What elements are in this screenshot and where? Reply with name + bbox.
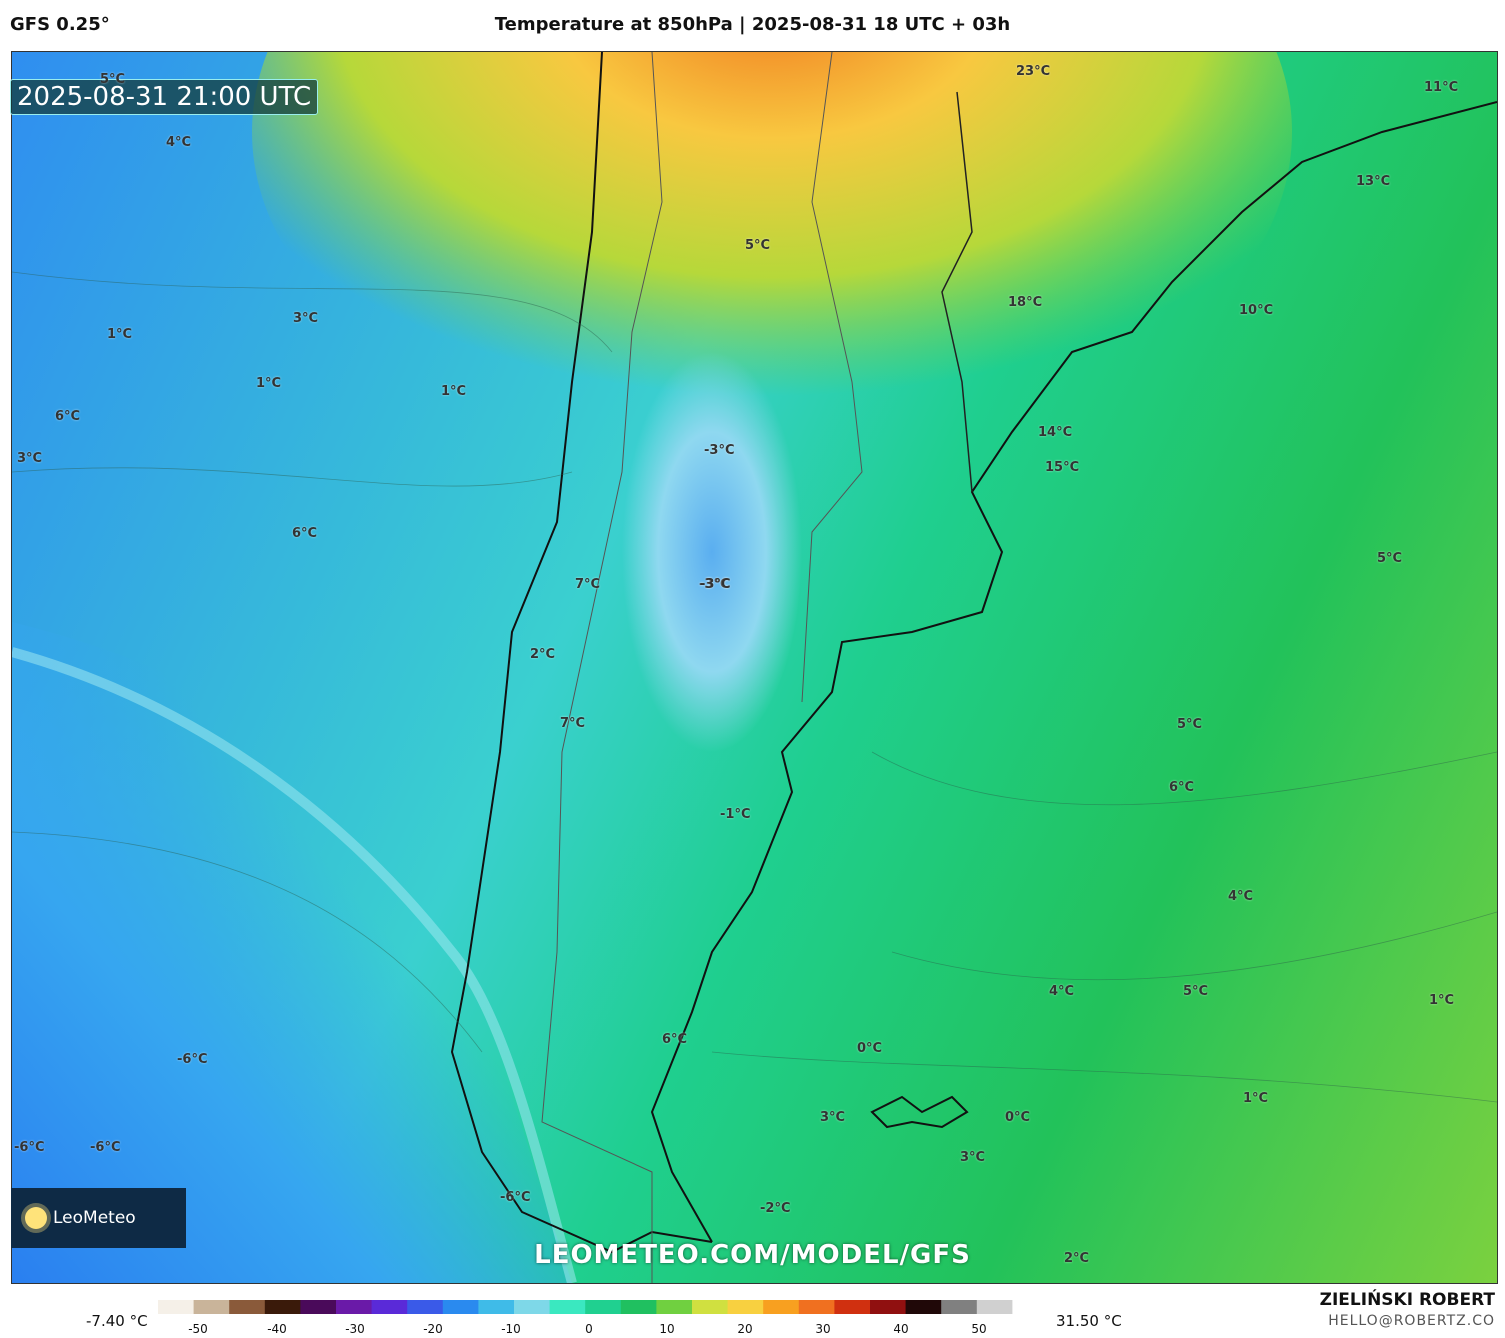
colorbar-segment [692,1300,729,1314]
temperature-label: -1°C [720,807,751,822]
temperature-label: 1°C [1429,993,1455,1008]
temperature-map[interactable] [11,51,1498,1284]
temperature-label: 18°C [1008,295,1043,310]
temperature-label: 6°C [1169,780,1195,795]
colorbar-segment [941,1300,978,1314]
temperature-label: 1°C [441,384,467,399]
colorbar-segment [442,1300,479,1314]
leometeo-logo[interactable]: LeoMeteo [11,1188,186,1248]
temperature-label: 5°C [1377,551,1403,566]
temperature-label: -6°C [14,1140,45,1155]
temperature-label: 0°C [857,1041,883,1056]
colorbar-segment [158,1300,195,1314]
colorbar-segment [336,1300,373,1314]
sun-icon [25,1207,47,1229]
temperature-label: 7°C [560,716,586,731]
colorbar-tick: 50 [971,1322,987,1336]
temperature-label: 1°C [256,376,282,391]
temperature-label: 13°C [1356,174,1391,189]
temperature-label: 23°C [1016,64,1051,79]
temperature-label: 1°C [1243,1091,1269,1106]
colorbar-tick: 0 [585,1322,593,1336]
coastline [450,52,1497,1254]
colorbar-segment [763,1300,800,1314]
temperature-label: -2°C [760,1201,791,1216]
colorbar-tick: 30 [815,1322,831,1336]
map-title: Temperature at 850hPa | 2025-08-31 18 UT… [494,14,1011,35]
temperature-label: 2°C [530,647,556,662]
colorbar-tick: -40 [267,1322,287,1336]
temperature-label: 3°C [293,311,319,326]
colorbar-tick: -30 [345,1322,365,1336]
temperature-label: -3°C [704,443,735,458]
colorbar-segment [834,1300,871,1314]
watermark-url: LEOMETEO.COM/MODEL/GFS [534,1240,971,1270]
colorbar-segment [300,1300,337,1314]
colorbar-segment [976,1300,1013,1314]
temperature-label: -6°C [90,1140,121,1155]
temperature-label: 4°C [1049,984,1075,999]
author-email: HELLO@ROBERTZ.CO [1328,1313,1495,1329]
logo-text: LeoMeteo [53,1208,136,1228]
colorbar-ticks: -50 -40 -30 -20 -10 0 10 20 30 40 50 [0,1322,1505,1338]
temperature-label: 3°C [960,1150,986,1165]
author-name: ZIELIŃSKI ROBERT [1319,1290,1495,1310]
temperature-label: 6°C [662,1032,688,1047]
temperature-label: 3°C [17,451,43,466]
colorbar-segment [229,1300,266,1314]
valid-time-badge: 2025-08-31 21:00 UTC [10,79,319,115]
model-name: GFS 0.25° [10,14,110,35]
colorbar-tick: -20 [423,1322,443,1336]
colorbar-segment [656,1300,693,1314]
colorbar-segment [798,1300,835,1314]
temperature-label: 7°C [575,577,601,592]
temperature-label: 2°C [1064,1251,1090,1266]
temperature-label: -6°C [500,1190,531,1205]
map-field [12,52,1497,1283]
falkland-islands [870,1095,969,1129]
colorbar-segment [620,1300,657,1314]
temperature-label: 4°C [166,135,192,150]
temperature-label: 1°C [107,327,133,342]
colorbar-segment [905,1300,942,1314]
colorbar-segment [478,1300,515,1314]
colorbar-segment [371,1300,408,1314]
temperature-label: 0°C [1005,1110,1031,1125]
colorbar-tick: 20 [737,1322,753,1336]
colorbar-min-label: -7.40 °C [86,1312,148,1330]
colorbar-segment [727,1300,764,1314]
temperature-label: 6°C [292,526,318,541]
temperature-label: 14°C [1038,425,1073,440]
temperature-label: -6°C [177,1052,208,1067]
temperature-label: 6°C [55,409,81,424]
colorbar-segment [193,1300,230,1314]
colorbar-segment [407,1300,444,1314]
temperature-label: -3°C [700,577,731,592]
colorbar-segment [514,1300,551,1314]
colorbar-tick: -10 [501,1322,521,1336]
colorbar-tick: 10 [659,1322,675,1336]
colorbar-segment [264,1300,301,1314]
temperature-label: 15°C [1045,460,1080,475]
temperature-label: 3°C [820,1110,846,1125]
temperature-label: 11°C [1424,80,1459,95]
temperature-label: 10°C [1239,303,1274,318]
temperature-label: 5°C [1177,717,1203,732]
colorbar [158,1300,1048,1314]
colorbar-tick: 40 [893,1322,909,1336]
colorbar-max-label: 31.50 °C [1056,1312,1122,1330]
temperature-label: 5°C [1183,984,1209,999]
colorbar-tick: -50 [188,1322,208,1336]
colorbar-segment [870,1300,907,1314]
temperature-label: 5°C [745,238,771,253]
temperature-label: -3°C [699,577,730,592]
colorbar-segment [549,1300,586,1314]
temperature-label: 4°C [1228,889,1254,904]
colorbar-segment [585,1300,622,1314]
colorbar-segment [1012,1300,1048,1314]
temperature-label: 5°C [100,72,126,87]
